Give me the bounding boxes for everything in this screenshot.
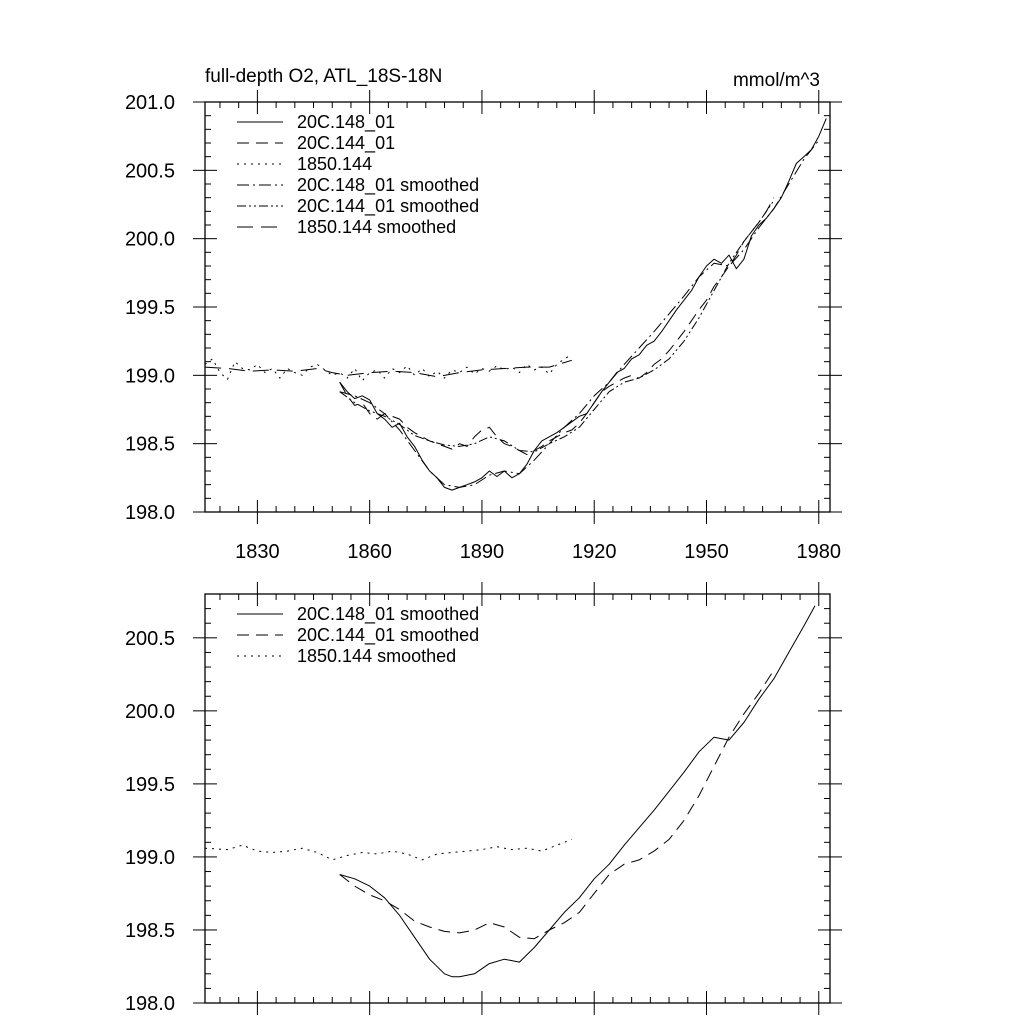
legend-label: 1850.144 xyxy=(297,154,372,174)
series-line xyxy=(339,669,775,940)
x-tick-label: 1950 xyxy=(684,541,729,563)
x-tick-label: 1860 xyxy=(347,541,392,563)
series-line xyxy=(339,118,827,491)
y-tick-label: 198.5 xyxy=(125,920,175,942)
legend-label: 20C.148_01 xyxy=(297,112,395,133)
y-tick-label: 198.0 xyxy=(125,502,175,524)
y-tick-label: 201.0 xyxy=(125,92,175,114)
y-tick-label: 200.0 xyxy=(125,229,175,251)
y-tick-label: 200.5 xyxy=(125,628,175,650)
series-line xyxy=(339,139,820,488)
x-tick-label: 1830 xyxy=(235,541,280,563)
y-tick-label: 199.5 xyxy=(125,297,175,319)
y-tick-label: 198.0 xyxy=(125,993,175,1015)
x-tick-label: 1920 xyxy=(572,541,617,563)
y-tick-label: 200.5 xyxy=(125,160,175,182)
series-line xyxy=(339,200,775,453)
legend-label: 20C.144_01 smoothed xyxy=(297,625,479,646)
legend-label: 20C.144_01 xyxy=(297,133,395,154)
series-line xyxy=(204,354,573,382)
legend-label: 1850.144 smoothed xyxy=(297,217,456,237)
y-tick-label: 199.0 xyxy=(125,365,175,387)
y-tick-label: 198.5 xyxy=(125,434,175,456)
x-tick-label: 1890 xyxy=(460,541,505,563)
y-tick-label: 200.0 xyxy=(125,701,175,723)
legend-label: 20C.148_01 smoothed xyxy=(297,175,479,196)
chart-title: full-depth O2, ATL_18S-18N xyxy=(205,66,442,87)
legend-label: 1850.144 smoothed xyxy=(297,646,456,666)
bottom-chart-panel: 198.0 198.5 199.0 199.5 200.0 200.5 20C.148_01… xyxy=(125,582,842,1015)
series-line xyxy=(204,838,572,861)
y-tick-label: 199.0 xyxy=(125,847,175,869)
top-chart-panel: full-depth O2, ATL_18S-18N mmol/m^3 1830… xyxy=(125,66,842,563)
x-tick-label: 1980 xyxy=(797,541,842,563)
units-label: mmol/m^3 xyxy=(733,70,820,91)
series-line xyxy=(339,197,775,456)
legend-label: 20C.144_01 smoothed xyxy=(297,196,479,217)
series-line xyxy=(204,359,572,378)
y-tick-label: 199.5 xyxy=(125,774,175,796)
legend-label: 20C.148_01 smoothed xyxy=(297,604,479,625)
series-line xyxy=(339,605,816,978)
